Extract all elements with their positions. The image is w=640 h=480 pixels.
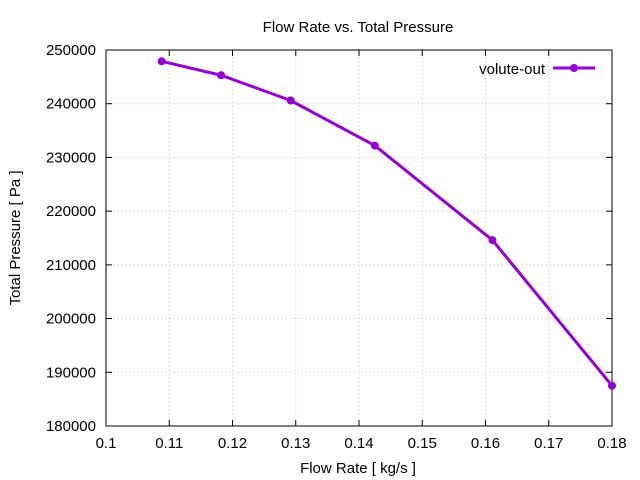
- series-line: [161, 59, 614, 387]
- data-point: [157, 57, 166, 66]
- data-point: [370, 141, 379, 150]
- y-tick-label: 190000: [46, 364, 96, 381]
- y-tick-label: 200000: [46, 311, 96, 328]
- x-tick-labels: 0.1 0.11 0.12 0.13 0.14 0.15 0.16 0.17 0.18: [96, 435, 627, 452]
- legend-marker: [570, 64, 578, 72]
- x-tick-label: 0.18: [597, 435, 626, 452]
- x-tick-label: 0.14: [344, 435, 373, 452]
- y-tick-label: 250000: [46, 42, 96, 59]
- x-tick-label: 0.1: [96, 435, 117, 452]
- data-point: [217, 71, 226, 80]
- legend-label: volute-out: [479, 61, 546, 78]
- y-tick-label: 210000: [46, 257, 96, 274]
- legend: volute-out: [479, 61, 595, 78]
- x-tick-label: 0.16: [471, 435, 500, 452]
- y-tick-label: 220000: [46, 203, 96, 220]
- x-tick-label: 0.13: [281, 435, 310, 452]
- plot-frame: [105, 49, 613, 427]
- series-volute-out: [157, 57, 616, 390]
- y-tick-label: 230000: [46, 149, 96, 166]
- x-tick-label: 0.15: [408, 435, 437, 452]
- y-tick-labels: 180000 190000 200000 210000 220000 230000 2400…: [46, 42, 96, 435]
- x-tick-label: 0.17: [534, 435, 563, 452]
- grid-lines: [106, 50, 612, 426]
- y-axis-label: Total Pressure [ Pa ]: [7, 170, 24, 305]
- data-point: [286, 96, 295, 105]
- y-tick-label: 180000: [46, 418, 96, 435]
- y-tick-label: 240000: [46, 96, 96, 113]
- data-point: [608, 381, 616, 390]
- chart-title: Flow Rate vs. Total Pressure: [263, 19, 454, 36]
- x-tick-label: 0.12: [218, 435, 247, 452]
- x-tick-label: 0.11: [155, 435, 183, 452]
- x-axis-label: Flow Rate [ kg/s ]: [300, 460, 416, 477]
- data-point: [488, 236, 497, 245]
